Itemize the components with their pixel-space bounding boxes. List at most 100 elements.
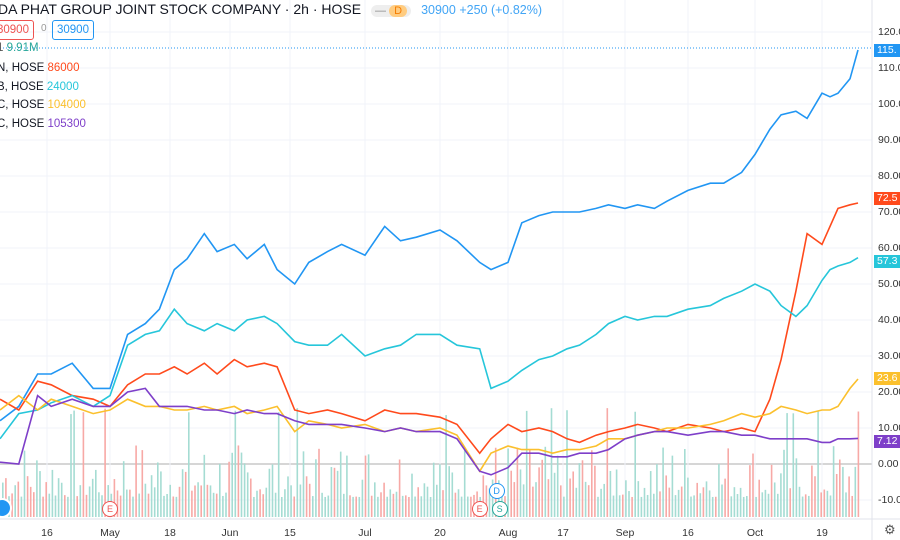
x-tick-label: May xyxy=(100,527,120,539)
volume-bar xyxy=(405,495,407,517)
y-tick-label: -10.00 xyxy=(878,494,900,506)
volume-bar xyxy=(318,448,320,517)
compare-legend-row[interactable]: C, HOSE 104000 xyxy=(0,99,86,111)
volume-bar xyxy=(674,495,677,517)
volume-bar xyxy=(135,445,137,517)
event-marker-d[interactable]: D xyxy=(488,483,505,499)
y-tick-label: 60.00 xyxy=(878,242,900,254)
volume-bar xyxy=(823,489,826,517)
volume-bars xyxy=(2,408,860,517)
volume-bar xyxy=(755,496,757,517)
volume-bar xyxy=(312,496,314,517)
volume-bar xyxy=(389,489,392,517)
volume-bar xyxy=(544,446,547,517)
gear-icon[interactable]: ⚙ xyxy=(884,522,896,537)
volume-bar xyxy=(67,496,69,517)
volume-bar xyxy=(702,487,705,517)
volume-bar xyxy=(767,493,770,517)
volume-bar xyxy=(618,495,621,517)
volume-bar xyxy=(708,490,711,517)
compare-legend-row[interactable]: B, HOSE 24000 xyxy=(0,81,79,93)
volume-bar xyxy=(711,496,714,517)
event-marker-s[interactable]: S xyxy=(491,501,508,517)
volume-bar xyxy=(817,411,819,517)
volume-bar xyxy=(181,469,184,517)
volume-bar xyxy=(659,491,661,517)
volume-bar xyxy=(324,496,326,517)
volume-bar xyxy=(355,496,357,517)
x-tick-label: Aug xyxy=(498,527,518,539)
volume-bar xyxy=(429,496,432,517)
volume-bar xyxy=(64,495,66,517)
volume-bar xyxy=(715,496,717,517)
volume-bar xyxy=(91,478,94,517)
buy-button[interactable]: 30900 xyxy=(52,20,94,40)
x-tick-label: Jul xyxy=(358,527,372,539)
volume-bar xyxy=(194,485,196,517)
volume-bar xyxy=(448,466,450,517)
volume-bar xyxy=(101,495,103,517)
status-badge[interactable]: — D xyxy=(371,5,412,17)
volume-bar xyxy=(200,485,202,517)
volume-bar xyxy=(259,489,261,517)
volume-bar xyxy=(721,484,723,517)
volume-bar xyxy=(736,494,739,517)
volume-bar xyxy=(730,496,733,517)
volume-bar xyxy=(367,454,370,517)
volume-bar xyxy=(122,461,125,517)
volume-bar xyxy=(615,469,618,517)
volume-bar xyxy=(386,496,388,517)
volume-bar xyxy=(451,472,454,517)
event-marker-e[interactable]: E xyxy=(102,501,118,517)
volume-bar xyxy=(277,412,280,517)
volume-bar xyxy=(60,482,63,517)
volume-bar xyxy=(563,496,565,517)
volume-bar xyxy=(401,495,404,517)
volume-bar xyxy=(398,459,401,517)
volume-bar xyxy=(507,448,509,517)
volume-bar xyxy=(215,493,218,517)
sell-button[interactable]: 30900 xyxy=(0,20,34,40)
volume-bar xyxy=(575,487,578,517)
compare-value: 86000 xyxy=(47,62,80,74)
volume-bar xyxy=(649,471,652,517)
volume-bar xyxy=(687,477,689,517)
volume-bar xyxy=(851,495,853,517)
volume-bar xyxy=(352,496,354,517)
scroll-icon[interactable] xyxy=(0,498,12,518)
volume-bar xyxy=(36,460,38,517)
volume-bar xyxy=(742,496,745,517)
volume-bar xyxy=(129,489,131,517)
volume-bar xyxy=(696,482,698,517)
volume-bar xyxy=(172,496,175,517)
volume-bar xyxy=(380,492,382,517)
y-tick-label: 50.00 xyxy=(878,278,900,290)
volume-bar xyxy=(795,458,798,517)
volume-bar xyxy=(246,472,249,517)
volume-bar xyxy=(646,494,649,517)
volume-bar xyxy=(842,466,844,517)
volume-bar xyxy=(439,464,441,517)
compare-legend-row[interactable]: N, HOSE 86000 xyxy=(0,62,79,74)
volume-bar xyxy=(804,494,807,517)
volume-bar xyxy=(284,489,286,517)
volume-bar xyxy=(773,482,776,517)
volume-bar xyxy=(222,495,224,517)
volume-bar xyxy=(330,467,333,517)
volume-bar xyxy=(432,462,435,517)
compare-value: 24000 xyxy=(46,80,79,93)
last-value-tag: 57.3 xyxy=(874,255,900,268)
symbol-title[interactable]: DA PHAT GROUP JOINT STOCK COMPANY · 2h ·… xyxy=(0,1,542,17)
volume-bar xyxy=(395,491,398,517)
volume-bar xyxy=(724,478,726,517)
volume-bar xyxy=(299,484,302,517)
compare-legend-row[interactable]: C, HOSE 105300 xyxy=(0,118,86,130)
volume-bar xyxy=(370,495,373,517)
volume-bar xyxy=(274,492,277,517)
event-marker-e[interactable]: E xyxy=(471,501,488,517)
volume-bar xyxy=(339,451,342,517)
volume-bar xyxy=(609,470,612,517)
series-line xyxy=(0,202,859,455)
compare-symbol: C, HOSE xyxy=(0,99,45,111)
